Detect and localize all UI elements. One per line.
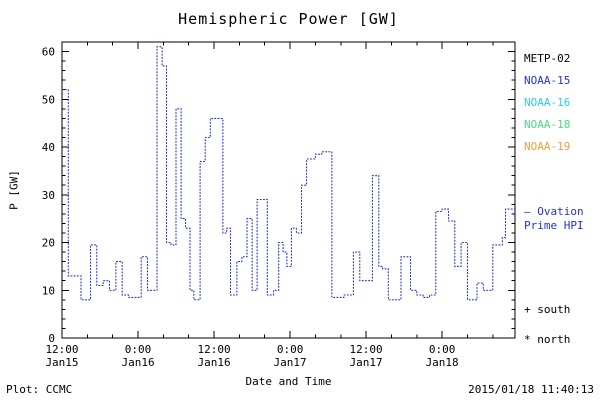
x-tick-time-label: 12:00 xyxy=(197,343,230,356)
x-tick-date-label: Jan17 xyxy=(350,356,383,369)
x-tick-time-label: 12:00 xyxy=(45,343,78,356)
x-tick-date-label: Jan15 xyxy=(45,356,78,369)
legend-item-noaa18: NOAA-18 xyxy=(524,118,571,131)
y-tick-label: 40 xyxy=(42,141,55,154)
ovation-prime-label: – Ovation Prime HPI xyxy=(524,205,584,233)
legend-item-noaa16: NOAA-16 xyxy=(524,96,571,109)
timestamp: 2015/01/18 11:40:13 xyxy=(468,383,594,396)
y-tick-label: 30 xyxy=(42,189,55,202)
legend-item-metp02: METP-02 xyxy=(524,52,571,65)
y-tick-label: 50 xyxy=(42,93,55,106)
plot-title: Hemispheric Power [GW] xyxy=(178,10,399,28)
ovation-prime-label-line2: Prime HPI xyxy=(524,219,584,232)
legend-item-noaa15: NOAA-15 xyxy=(524,74,571,87)
y-axis-label: P [GW] xyxy=(7,170,21,210)
x-tick-date-label: Jan16 xyxy=(121,356,154,369)
x-tick-time-label: 0:00 xyxy=(125,343,152,356)
plot-credit: Plot: CCMC xyxy=(6,383,73,396)
y-tick-label: 0 xyxy=(48,332,55,345)
x-axis-label: Date and Time xyxy=(245,375,332,388)
y-tick-label: 20 xyxy=(42,237,55,250)
legend-item-noaa19: NOAA-19 xyxy=(524,140,571,153)
hpi-step-series xyxy=(61,46,516,301)
north-marker-label: * north xyxy=(524,333,571,346)
x-tick-time-label: 12:00 xyxy=(350,343,383,356)
x-tick-date-label: Jan16 xyxy=(197,356,230,369)
plot-frame xyxy=(61,41,516,339)
ovation-prime-label-line1: – Ovation xyxy=(524,205,584,218)
x-tick-date-label: Jan18 xyxy=(426,356,459,369)
x-tick-time-label: 0:00 xyxy=(429,343,456,356)
x-tick-date-label: Jan17 xyxy=(274,356,307,369)
y-tick-label: 60 xyxy=(42,46,55,59)
x-tick-time-label: 0:00 xyxy=(277,343,304,356)
south-marker-label: + south xyxy=(524,303,571,316)
satellite-legend: METP-02 NOAA-15 NOAA-16 NOAA-18 NOAA-19 xyxy=(524,48,570,158)
y-tick-label: 10 xyxy=(42,284,55,297)
